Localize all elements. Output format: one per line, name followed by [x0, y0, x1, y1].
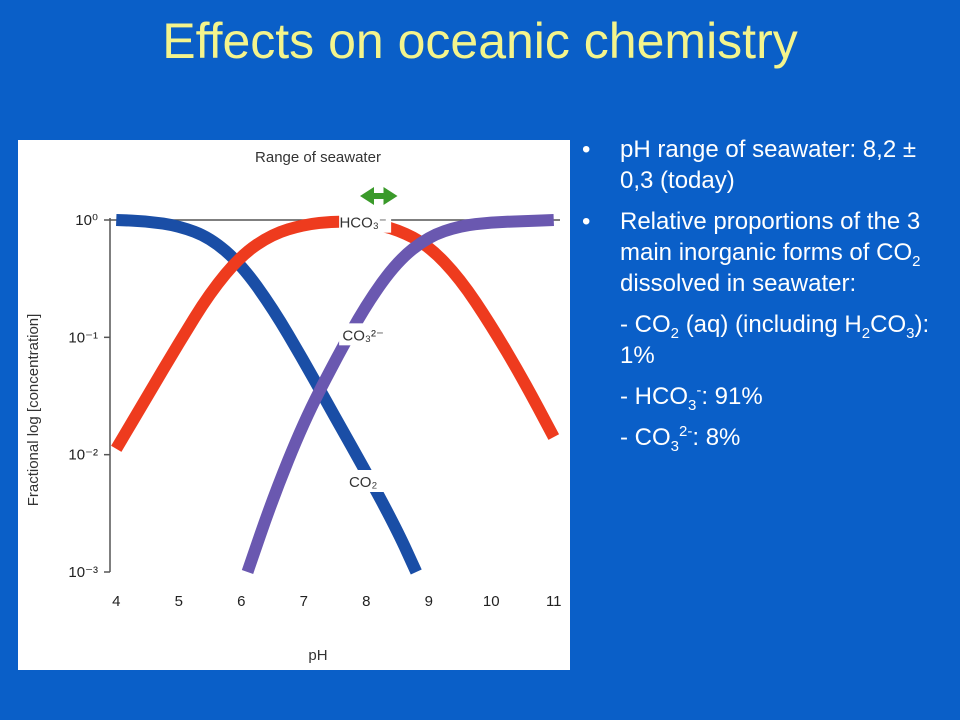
co3-curve: [241, 214, 554, 574]
y-tick-label: 10⁻¹: [68, 329, 98, 346]
y-axis-label: Fractional log [concentration]: [25, 314, 42, 507]
slide-title: Effects on oceanic chemistry: [162, 13, 798, 69]
x-tick-label: 11: [546, 593, 562, 610]
bullet-ph-range: • pH range of seawater: 8,2 ± 0,3 (today…: [580, 134, 950, 196]
hco3-curve: [111, 215, 560, 452]
y-tick-label: 10⁻³: [68, 564, 98, 581]
sub-item-co2: - CO2 (aq) (including H2CO3): 1%: [580, 309, 950, 371]
x-tick-label: 8: [362, 593, 370, 610]
y-tick-label: 10⁰: [75, 212, 98, 229]
sub-hco3-pre: - HCO: [620, 383, 688, 410]
x-tick-label: 5: [175, 593, 183, 610]
y-tick-label: 10⁻²: [68, 447, 98, 464]
co2-curve: [116, 214, 422, 575]
sub-co2-sub2: 2: [861, 324, 871, 342]
chart-title: Range of seawater: [255, 149, 381, 166]
seawater-range-arrow: [360, 187, 398, 205]
sub-item-co3: - CO32-: 8%: [580, 422, 950, 455]
x-tick-label: 10: [483, 593, 500, 610]
sub-co3-end: : 8%: [692, 424, 741, 451]
bullet-proportions-line: Relative proportions of the 3 main inorg…: [620, 208, 921, 266]
sub-hco3-end: : 91%: [701, 383, 763, 410]
sub-co2-pre: - CO: [620, 311, 671, 338]
bullet-proportions-tail: dissolved in seawater:: [620, 270, 857, 297]
sub-co2-sub: 2: [670, 324, 680, 342]
co2-formula-sub: 2: [912, 252, 921, 270]
curve-label-bg: [339, 470, 392, 492]
range-arrow-right-head: [383, 187, 398, 205]
x-axis-label: pH: [308, 647, 327, 664]
sub-co3-sup: 2-: [679, 423, 693, 440]
sub-co2-end: ): 1%: [620, 311, 930, 369]
bullet-ph-range-text: pH range of seawater: 8,2 ± 0,3 (today): [620, 136, 917, 194]
x-tick-label: 4: [112, 593, 120, 610]
sub-co3-sub: 3: [670, 437, 680, 455]
chart-svg: Range of seawater 4 5 6 7 8 9 10 11 10⁰ 10⁻¹ 10⁻²…: [25, 149, 562, 664]
sub-co2-co: CO: [870, 311, 907, 338]
x-tick-label: 6: [237, 593, 245, 610]
sub-co2-mid: (aq) (including H: [685, 311, 862, 338]
co3-curve-label: CO₃²⁻: [342, 327, 384, 344]
chart-panel: Range of seawater 4 5 6 7 8 9 10 11 10⁰ 10⁻¹ 10⁻²…: [18, 140, 570, 670]
sub-hco3-sub: 3: [688, 396, 697, 414]
curve-label-bg: [339, 210, 392, 233]
hco3-curve-label: HCO₃⁻: [339, 215, 386, 232]
bullet-list: • pH range of seawater: 8,2 ± 0,3 (today…: [580, 134, 950, 463]
sub-co3-pre: - CO: [620, 424, 671, 451]
sub-hco3-sup: -: [696, 382, 702, 399]
range-arrow-left-head: [360, 187, 374, 205]
co2-curve-label: CO₂: [349, 474, 378, 491]
bullet-dot: •: [582, 208, 591, 235]
x-tick-label: 9: [425, 593, 433, 610]
bullet-proportions: • Relative proportions of the 3 main ino…: [580, 206, 950, 299]
co2-formula-c: CO: [876, 239, 913, 266]
sub-co2-sub3: 3: [906, 324, 915, 342]
curve-label-bg: [339, 323, 392, 346]
sub-item-hco3: - HCO3-: 91%: [580, 381, 950, 414]
x-tick-label: 7: [300, 593, 308, 610]
bullet-dot: •: [582, 136, 591, 163]
